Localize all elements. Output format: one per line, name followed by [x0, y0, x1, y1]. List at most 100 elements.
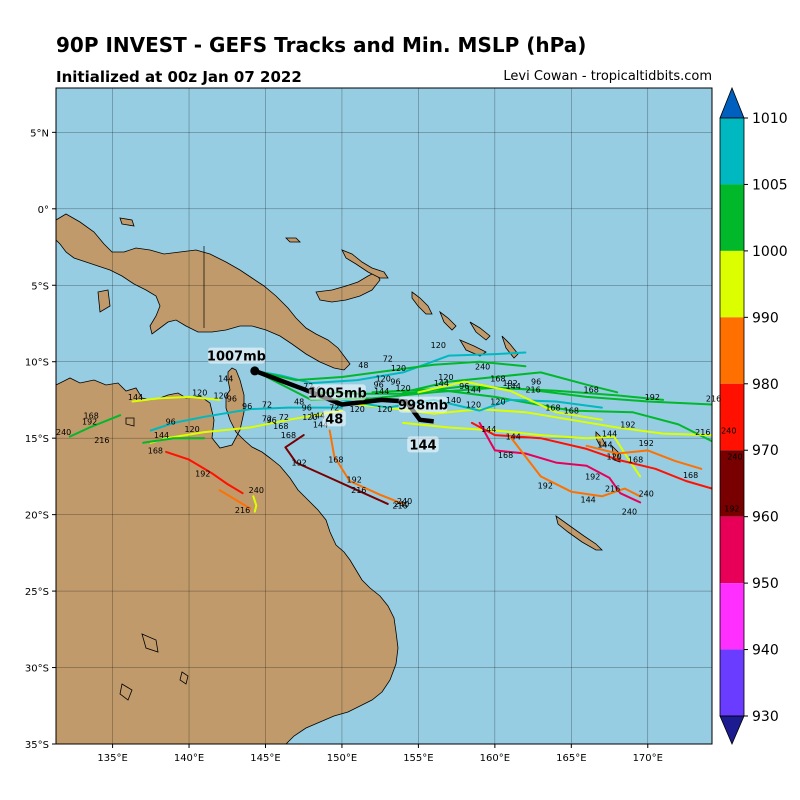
lat-tick-label: 35°S	[25, 740, 49, 751]
colorbar-segment	[720, 383, 744, 451]
mslp-label-box	[207, 347, 265, 364]
forecast-hour-label: 144	[506, 433, 521, 442]
forecast-hour-label: 96	[267, 416, 277, 425]
forecast-hour-label: 168	[628, 456, 643, 465]
forecast-hour-label: 96	[242, 402, 252, 411]
forecast-hour-label: 48	[358, 361, 368, 370]
forecast-hour-label: 216	[605, 485, 620, 494]
forecast-hour-label: 192	[538, 482, 553, 491]
forecast-hour-label: 144	[218, 375, 233, 384]
new-guinea-landmass	[56, 213, 351, 371]
forecast-hour-label: 120	[184, 425, 199, 434]
forecast-hour-label: 240	[397, 497, 412, 506]
lon-tick-label: 145°E	[250, 753, 280, 764]
forecast-hour-label: 240	[475, 362, 490, 371]
bougainville-island	[411, 291, 433, 315]
forecast-hour-label: 120	[391, 364, 406, 373]
forecast-hour-label: 216	[94, 436, 109, 445]
forecast-hour-label: 72	[383, 355, 393, 364]
colorbar-segment	[720, 317, 744, 384]
forecast-hour-label: 192	[639, 439, 654, 448]
ensemble-track-line	[253, 351, 527, 385]
mslp-labels: 1007mb 1005mb 48 998mb 144	[207, 347, 448, 453]
map-frame	[55, 87, 713, 745]
lon-tick-label: 160°E	[480, 753, 510, 764]
forecast-hour-label: 72	[303, 382, 313, 391]
map-axes: 135°E 140°E 145°E 150°E 155°E 160°E 165°E 170°E…	[25, 128, 663, 764]
forecast-hour-label: 192	[291, 459, 306, 468]
lat-tick-label: 15°S	[25, 434, 49, 445]
colorbar-segment	[720, 583, 744, 650]
ensemble-track-line	[142, 437, 206, 444]
forecast-hour-label: 192	[82, 417, 97, 426]
ensemble-track-line	[165, 450, 244, 495]
forecast-hour-label: 144	[506, 382, 521, 391]
ensemble-track-line	[252, 495, 258, 513]
offmap-hour-label: 240	[727, 453, 742, 462]
colorbar-label: 1010	[752, 111, 788, 127]
forecast-hour-label: 120	[350, 405, 365, 414]
colorbar-segment	[720, 184, 744, 251]
colorbar-bottom-arrow	[719, 715, 745, 746]
forecast-hour-label: 120	[431, 341, 446, 350]
forecast-hour-label: 120	[214, 391, 229, 400]
colorbar-segment	[720, 118, 744, 185]
ensemble-track-line	[585, 444, 703, 470]
forecast-hour-label: 96	[374, 381, 384, 390]
colorbar-frame	[719, 117, 745, 717]
forecast-hour-label: 216	[392, 502, 407, 511]
forecast-hour-label: 72	[329, 404, 339, 413]
forecast-hour-label: 120	[302, 413, 317, 422]
colorbar-segment	[720, 450, 744, 517]
forecast-hour-label: 240	[56, 428, 71, 437]
australia-landmass	[56, 367, 399, 744]
ensemble-track-line	[402, 421, 642, 478]
forecast-hour-label: 168	[584, 385, 599, 394]
lon-tick-label: 170°E	[633, 753, 663, 764]
offmap-hour-label: 240	[721, 427, 736, 436]
forecast-hour-label: 192	[347, 476, 362, 485]
forecast-hour-label: 120	[192, 388, 207, 397]
forecast-hour-label: 96	[302, 404, 312, 413]
colorbar-label: 940	[752, 643, 779, 659]
forecast-hour-label: 192	[195, 469, 210, 478]
forecast-hour-label: 96	[390, 378, 400, 387]
islet-f	[179, 671, 189, 685]
forecast-hour-label: 168	[498, 451, 513, 460]
new-hanover-island	[285, 237, 301, 243]
forecast-hour-label: 72	[279, 413, 289, 422]
forecast-hour-label: 192	[585, 472, 600, 481]
colorbar-label: 1000	[752, 244, 788, 260]
track-start-point	[250, 366, 260, 376]
graticule	[56, 88, 712, 744]
colorbar-label: 1005	[752, 177, 788, 193]
lat-tick-label: 20°S	[25, 511, 49, 522]
mslp-label-box	[398, 396, 448, 413]
forecast-hour-label: 192	[645, 393, 660, 402]
lat-tick-label: 10°S	[25, 358, 49, 369]
forecast-hour-label: 144	[313, 420, 328, 429]
mslp-label: 1007mb	[207, 350, 266, 365]
mslp-label-box	[407, 436, 439, 453]
mean-track	[250, 366, 434, 424]
new-caledonia-island	[555, 515, 603, 551]
ensemble-track-line	[68, 414, 122, 438]
forecast-hour-label: 168	[683, 471, 698, 480]
forecast-hour-label: 216	[235, 506, 250, 515]
islet-b	[119, 217, 135, 227]
landmasses	[56, 213, 621, 744]
forecast-hour-label: 120	[376, 375, 391, 384]
forecast-hour-label: 144	[481, 425, 496, 434]
forecast-hour-label: 120	[438, 373, 453, 382]
forecast-hour-label: 144	[434, 379, 449, 388]
colorbar-segment	[720, 516, 744, 584]
colorbar-label: 930	[752, 709, 779, 725]
forecast-hour-label: 168	[273, 422, 288, 431]
forecast-hour-label: 168	[84, 411, 99, 420]
forecast-hour-label: 96	[166, 417, 176, 426]
colorbar-top-arrow	[719, 86, 745, 119]
new-ireland-island	[341, 249, 389, 279]
forecast-hour-label: 144	[580, 495, 595, 504]
forecast-hour-label: 120	[395, 384, 410, 393]
